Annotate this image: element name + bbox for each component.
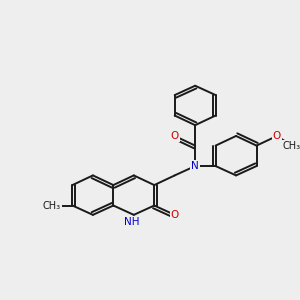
Text: NH: NH <box>124 217 139 227</box>
Text: O: O <box>171 210 179 220</box>
Text: CH₃: CH₃ <box>283 141 300 151</box>
Text: O: O <box>273 131 281 141</box>
Text: CH₃: CH₃ <box>43 200 61 211</box>
Text: O: O <box>171 131 179 141</box>
Text: N: N <box>191 161 199 171</box>
